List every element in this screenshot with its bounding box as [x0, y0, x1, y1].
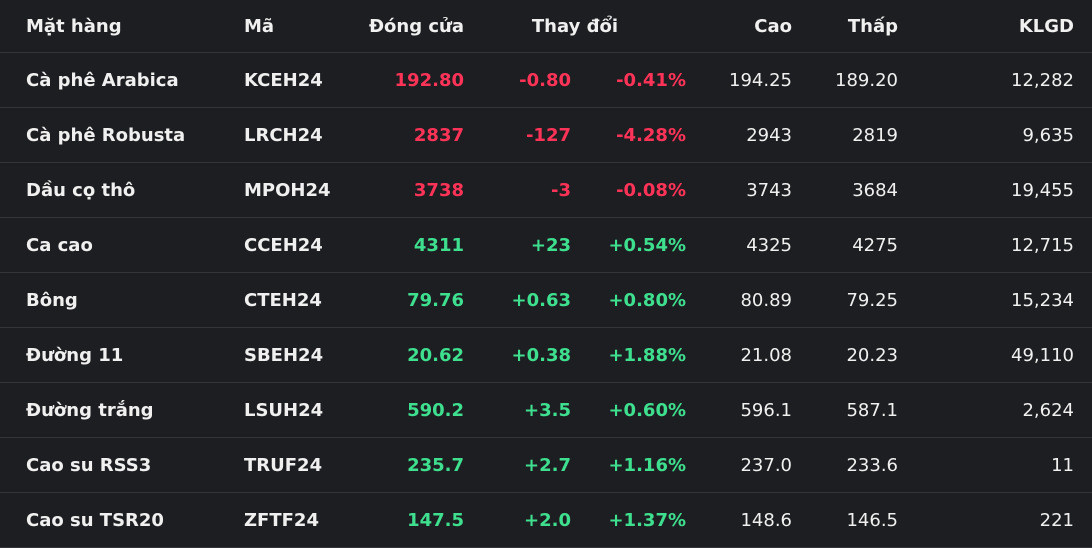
table-cell: 4325: [746, 235, 792, 256]
table-cell: 221: [1039, 510, 1074, 531]
table-row: Cao su RSS3 TRUF24 235.7 +2.7 +1.16% 237.0 233…: [0, 438, 1092, 493]
table-cell: 3743: [746, 180, 792, 201]
table-cell: Cao su TSR20: [26, 510, 164, 531]
table-cell: KCEH24: [244, 70, 323, 91]
table-cell: 590.2: [407, 400, 464, 421]
table-cell: ZFTF24: [244, 510, 319, 531]
table-cell: -0.41%: [616, 70, 686, 91]
table-cell: +0.80%: [608, 290, 686, 311]
table-cell: 4275: [852, 235, 898, 256]
table-cell: Đường trắng: [26, 400, 154, 421]
header-cell: Mã: [244, 16, 275, 37]
table-cell: +1.88%: [608, 345, 686, 366]
table-cell: +3.5: [524, 400, 571, 421]
table-cell: 20.62: [407, 345, 464, 366]
table-cell: SBEH24: [244, 345, 324, 366]
table-cell: 79.25: [846, 290, 898, 311]
table-cell: 79.76: [407, 290, 464, 311]
table-cell: 189.20: [835, 70, 898, 91]
table-cell: +0.60%: [608, 400, 686, 421]
table-cell: 80.89: [740, 290, 792, 311]
header-cell: Cao: [754, 16, 792, 37]
table-cell: 19,455: [1011, 180, 1074, 201]
table-cell: 146.5: [846, 510, 898, 531]
table-cell: TRUF24: [244, 455, 323, 476]
table-row: Ca cao CCEH24 4311 +23 +0.54% 4325 4275 12,715: [0, 218, 1092, 273]
table-cell: 4311: [413, 235, 464, 256]
table-cell: 596.1: [740, 400, 792, 421]
header-cell: Mặt hàng: [26, 16, 122, 37]
table-cell: Dầu cọ thô: [26, 180, 136, 201]
table-cell: +2.7: [524, 455, 571, 476]
table-cell: Cà phê Robusta: [26, 125, 186, 146]
header-cell: Thay đổi: [531, 16, 618, 37]
table-cell: Ca cao: [26, 235, 93, 256]
table-cell: 194.25: [729, 70, 792, 91]
table-cell: CCEH24: [244, 235, 323, 256]
table-cell: 233.6: [846, 455, 898, 476]
table-cell: +2.0: [524, 510, 571, 531]
table-cell: 235.7: [407, 455, 464, 476]
table-cell: 20.23: [846, 345, 898, 366]
table-cell: +1.16%: [608, 455, 686, 476]
header-cell: Thấp: [847, 16, 898, 37]
table-cell: 12,715: [1011, 235, 1074, 256]
table-cell: +1.37%: [608, 510, 686, 531]
table-cell: 192.80: [394, 70, 464, 91]
table-cell: LRCH24: [244, 125, 323, 146]
table-cell: 148.6: [740, 510, 792, 531]
table-cell: 9,635: [1022, 125, 1074, 146]
table-cell: 11: [1051, 455, 1074, 476]
table-cell: +0.38: [511, 345, 572, 366]
table-cell: +23: [530, 235, 571, 256]
table-cell: 2943: [746, 125, 792, 146]
table-cell: +0.54%: [608, 235, 686, 256]
table-cell: 147.5: [407, 510, 464, 531]
header-cell: Đóng cửa: [368, 16, 464, 37]
table-cell: CTEH24: [244, 290, 322, 311]
table-cell: 587.1: [846, 400, 898, 421]
table-cell: -4.28%: [616, 125, 686, 146]
table-cell: Đường 11: [26, 345, 124, 366]
table-cell: -3: [551, 180, 571, 201]
table-cell: +0.63: [511, 290, 572, 311]
table-cell: -0.80: [519, 70, 571, 91]
header-cell: KLGD: [1018, 16, 1074, 37]
table-cell: -0.08%: [616, 180, 686, 201]
table-row: Dầu cọ thô MPOH24 3738 -3 -0.08% 3743 3684 19,4…: [0, 163, 1092, 218]
table-cell: 2819: [852, 125, 898, 146]
table-row: Đường 11 SBEH24 20.62 +0.38 +1.88% 21.08 20.23…: [0, 328, 1092, 383]
table-cell: MPOH24: [244, 180, 331, 201]
table-cell: 237.0: [740, 455, 792, 476]
table-cell: Cà phê Arabica: [26, 70, 179, 91]
table-cell: Cao su RSS3: [26, 455, 152, 476]
table-cell: 21.08: [740, 345, 792, 366]
table-cell: -127: [525, 125, 571, 146]
table-cell: 2837: [413, 125, 464, 146]
table-cell: 49,110: [1011, 345, 1074, 366]
table-row: Cà phê Arabica KCEH24 192.80 -0.80 -0.41% 194…: [0, 53, 1092, 108]
table-row: Cao su TSR20 ZFTF24 147.5 +2.0 +1.37% 148.6 14…: [0, 493, 1092, 548]
table-cell: 15,234: [1011, 290, 1074, 311]
table-row: Bông CTEH24 79.76 +0.63 +0.80% 80.89 79.25 15,2…: [0, 273, 1092, 328]
table-row: Đường trắng LSUH24 590.2 +3.5 +0.60% 596.1 587…: [0, 383, 1092, 438]
table-cell: LSUH24: [244, 400, 324, 421]
table-cell: Bông: [26, 290, 78, 311]
header-row: Mặt hàng Mã Đóng cửa Thay đổi Cao Thấp KLGD: [0, 0, 1092, 53]
table-cell: 3738: [413, 180, 464, 201]
table-cell: 12,282: [1011, 70, 1074, 91]
table-cell: 2,624: [1022, 400, 1074, 421]
table-cell: 3684: [852, 180, 898, 201]
table-row: Cà phê Robusta LRCH24 2837 -127 -4.28% 2943 28…: [0, 108, 1092, 163]
